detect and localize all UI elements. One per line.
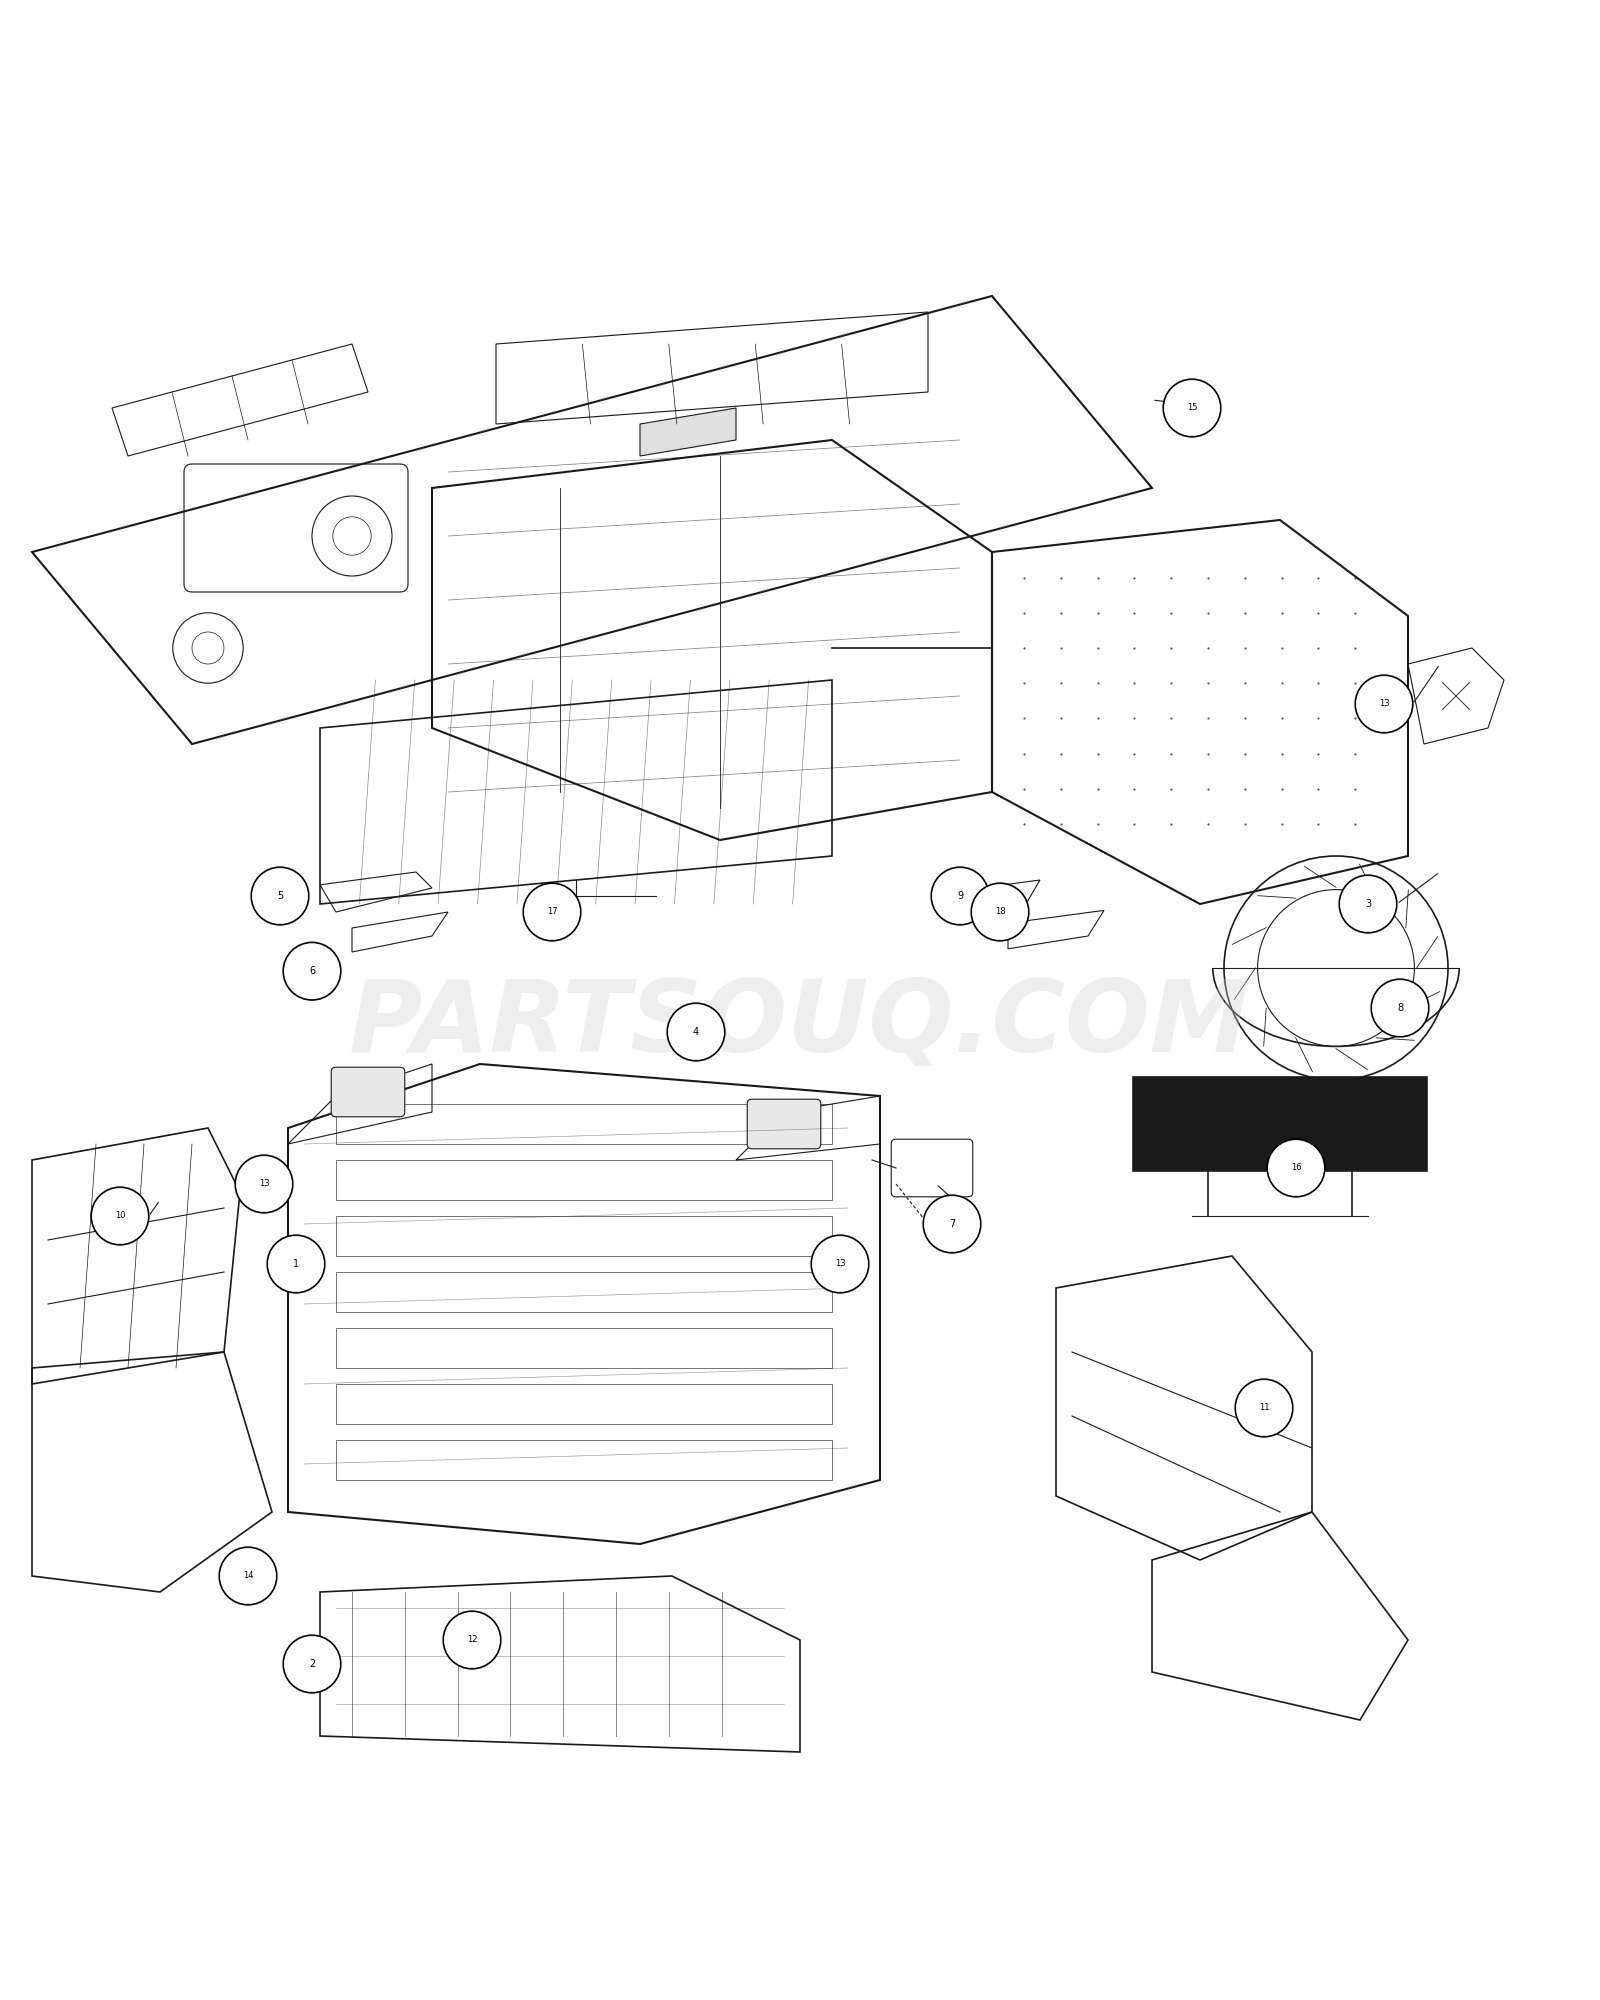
Circle shape xyxy=(1339,876,1397,932)
Circle shape xyxy=(931,868,989,924)
Circle shape xyxy=(1371,980,1429,1036)
Text: 1: 1 xyxy=(293,1260,299,1270)
Circle shape xyxy=(923,1196,981,1252)
Circle shape xyxy=(283,1636,341,1692)
Circle shape xyxy=(1355,676,1413,732)
Text: 7: 7 xyxy=(949,1218,955,1228)
Text: 2: 2 xyxy=(309,1660,315,1668)
Text: 5: 5 xyxy=(277,892,283,902)
Circle shape xyxy=(251,868,309,924)
Text: 17: 17 xyxy=(547,908,557,916)
Text: 13: 13 xyxy=(259,1180,269,1188)
Text: 12: 12 xyxy=(467,1636,477,1644)
FancyBboxPatch shape xyxy=(331,1068,405,1116)
Text: 9: 9 xyxy=(957,892,963,902)
Circle shape xyxy=(1163,380,1221,436)
Text: 10: 10 xyxy=(115,1212,125,1220)
FancyBboxPatch shape xyxy=(1133,1076,1427,1172)
Circle shape xyxy=(91,1188,149,1244)
Text: 6: 6 xyxy=(309,966,315,976)
Polygon shape xyxy=(640,408,736,456)
Text: PARTSOUQ.COM: PARTSOUQ.COM xyxy=(349,976,1251,1072)
FancyBboxPatch shape xyxy=(747,1100,821,1148)
Text: 11: 11 xyxy=(1259,1404,1269,1412)
Circle shape xyxy=(811,1236,869,1292)
Text: 13: 13 xyxy=(835,1260,845,1268)
Text: 8: 8 xyxy=(1397,1004,1403,1012)
Text: 13: 13 xyxy=(1379,700,1389,708)
Circle shape xyxy=(667,1004,725,1060)
Text: 18: 18 xyxy=(995,908,1005,916)
Circle shape xyxy=(443,1612,501,1668)
Circle shape xyxy=(1235,1380,1293,1436)
Text: 15: 15 xyxy=(1187,404,1197,412)
Circle shape xyxy=(267,1236,325,1292)
Circle shape xyxy=(523,884,581,940)
Circle shape xyxy=(219,1548,277,1604)
Circle shape xyxy=(971,884,1029,940)
Text: 4: 4 xyxy=(693,1028,699,1036)
Text: 3: 3 xyxy=(1365,900,1371,908)
Circle shape xyxy=(283,942,341,1000)
Circle shape xyxy=(1267,1140,1325,1196)
Text: 14: 14 xyxy=(243,1572,253,1580)
Circle shape xyxy=(235,1156,293,1212)
Text: 16: 16 xyxy=(1291,1164,1301,1172)
